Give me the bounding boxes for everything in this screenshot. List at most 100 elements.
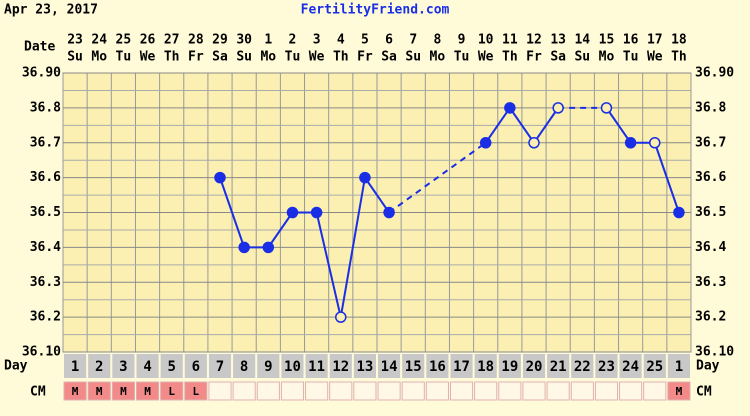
- cm-cell: [425, 381, 449, 401]
- cm-cell: [111, 381, 135, 401]
- cycle-day: 5: [167, 359, 175, 375]
- cycle-day: 25: [646, 359, 663, 375]
- date-label: 30: [236, 33, 252, 48]
- cycle-day: 22: [574, 359, 591, 375]
- weekday-label: We: [309, 50, 325, 65]
- cycle-day: 7: [216, 359, 224, 375]
- temp-point: [214, 171, 226, 184]
- temp-point: [552, 102, 564, 114]
- temp-point: [528, 137, 540, 149]
- y-tick-label: 36.6: [30, 170, 61, 185]
- y-tick-label: 36.4: [30, 240, 61, 255]
- date-label: 14: [574, 33, 590, 48]
- date-label: 11: [502, 33, 518, 48]
- y-tick-label-right: 36.90: [695, 66, 734, 81]
- cycle-day: 19: [501, 359, 518, 375]
- weekday-label: Sa: [550, 50, 566, 65]
- y-tick-label: 36.7: [30, 135, 61, 150]
- date-label: 17: [647, 33, 663, 48]
- weekday-label: Fr: [188, 50, 204, 65]
- day-cell: [571, 354, 594, 378]
- temp-point: [310, 206, 323, 219]
- weekday-label: Th: [164, 50, 180, 65]
- weekday-label: Fr: [526, 50, 542, 65]
- cm-value: M: [72, 385, 79, 398]
- cycle-day: 10: [284, 359, 301, 375]
- y-tick-label-right: 36.5: [695, 205, 726, 220]
- date-label: 6: [385, 33, 393, 48]
- temp-point: [359, 171, 371, 184]
- day-row-label: Day: [4, 359, 28, 374]
- cm-cell: [522, 381, 546, 401]
- y-tick-label: 36.3: [30, 275, 61, 290]
- weekday-label: Tu: [116, 50, 132, 65]
- day-cell: [474, 354, 497, 378]
- temp-point: [238, 241, 250, 254]
- cycle-day: 8: [240, 359, 248, 375]
- line-segment: [484, 107, 511, 144]
- temp-point: [600, 102, 613, 114]
- cm-cell: [135, 381, 160, 401]
- day-cell: [619, 354, 642, 378]
- cm-cell: [401, 381, 425, 401]
- weekday-label: Su: [236, 50, 252, 65]
- cm-cell: [643, 381, 667, 401]
- cycle-day: 16: [429, 359, 446, 375]
- weekday-label: Sa: [212, 50, 228, 65]
- y-tick-label-right: 36.7: [695, 135, 726, 150]
- cycle-day: 24: [622, 359, 639, 375]
- cm-value: M: [676, 385, 683, 398]
- day-cell: [522, 354, 546, 378]
- cm-cell: [546, 381, 570, 401]
- cycle-day: 13: [356, 359, 373, 375]
- temp-point: [649, 137, 661, 149]
- line-segment: [315, 212, 342, 318]
- y-tick-label-right: 36.2: [695, 310, 726, 325]
- cm-cell: [474, 381, 498, 401]
- cm-value: M: [144, 385, 151, 398]
- line-segment: [605, 107, 632, 144]
- cycle-day: 17: [453, 359, 470, 375]
- y-tick-label: 36.90: [22, 66, 61, 81]
- date-label: 16: [623, 33, 639, 48]
- day-row-label-right: Day: [696, 359, 720, 374]
- day-cell: [88, 354, 111, 378]
- day-cell: [160, 354, 183, 378]
- cm-cell: [232, 381, 256, 401]
- day-cell: [208, 354, 232, 378]
- y-tick-label: 36.8: [30, 100, 61, 115]
- temp-point: [504, 102, 516, 114]
- cycle-day: 1: [675, 359, 683, 375]
- date-label: 23: [67, 33, 83, 48]
- date-label: 12: [526, 33, 542, 48]
- y-tick-label: 36.2: [30, 310, 61, 325]
- date-label: 24: [91, 33, 107, 48]
- day-cell: [643, 354, 666, 378]
- day-cell: [257, 354, 280, 378]
- cm-cell: [570, 381, 594, 401]
- date-label: 4: [337, 33, 345, 48]
- weekday-label: Mo: [430, 50, 446, 65]
- temp-point: [624, 137, 637, 149]
- y-tick-label: 36.10: [22, 345, 61, 360]
- date-label: 26: [140, 33, 156, 48]
- date-label: 18: [671, 33, 687, 48]
- date-label: 10: [478, 33, 494, 48]
- weekday-label: Tu: [623, 50, 639, 65]
- day-cell: [353, 354, 376, 378]
- date-row-label: Date: [24, 40, 55, 55]
- y-tick-label-right: 36.10: [695, 345, 734, 360]
- cm-cell: [63, 381, 87, 401]
- y-tick-label-right: 36.4: [695, 240, 726, 255]
- cycle-day: 21: [550, 359, 567, 375]
- line-segment: [339, 177, 366, 318]
- date-heading: Apr 23, 2017: [4, 3, 98, 18]
- cm-cell: [256, 381, 280, 401]
- cm-cell: [619, 381, 643, 401]
- temp-point: [335, 311, 347, 323]
- cm-cell: [667, 381, 691, 401]
- cycle-day: 3: [119, 359, 127, 375]
- day-cell: [426, 354, 449, 378]
- cycle-day: 23: [598, 359, 615, 375]
- date-label: 3: [313, 33, 321, 48]
